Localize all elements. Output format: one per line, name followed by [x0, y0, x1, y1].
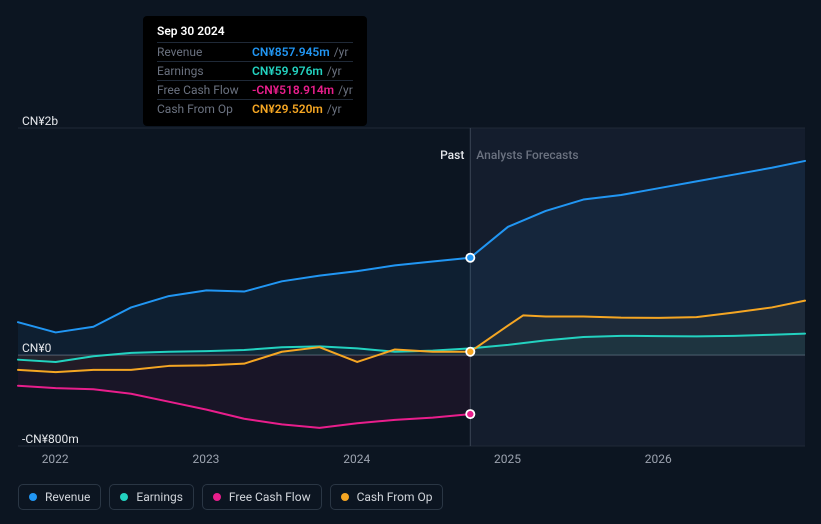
chart-container: CN¥2b CN¥0 -CN¥800m 2022 2023 2024 2025 2026 P… [0, 0, 821, 524]
legend-item-revenue[interactable]: Revenue [18, 484, 101, 510]
legend-label: Free Cash Flow [229, 490, 311, 504]
tooltip-row-value: CN¥29.520m [252, 102, 323, 116]
legend-dot [213, 493, 221, 501]
tooltip-row-unit: /yr [327, 102, 342, 116]
y-axis-tick-label: CN¥0 [22, 341, 51, 355]
x-axis-tick-label: 2025 [494, 452, 521, 466]
tooltip-row-label: Free Cash Flow [157, 83, 252, 97]
tooltip-row: RevenueCN¥857.945m/yr [157, 42, 353, 61]
legend-item-free_cash_flow[interactable]: Free Cash Flow [202, 484, 322, 510]
x-axis-tick-label: 2022 [42, 452, 69, 466]
tooltip: Sep 30 2024 RevenueCN¥857.945m/yrEarning… [143, 16, 367, 126]
cash_from_op-marker-dot [467, 349, 473, 355]
tooltip-title: Sep 30 2024 [157, 24, 353, 38]
legend-label: Cash From Op [357, 490, 433, 504]
tooltip-row-value: CN¥857.945m [252, 45, 330, 59]
forecast-label: Analysts Forecasts [476, 148, 578, 162]
tooltip-row-unit: /yr [338, 83, 353, 97]
tooltip-row: Cash From OpCN¥29.520m/yr [157, 99, 353, 118]
legend: Revenue Earnings Free Cash Flow Cash From O… [18, 484, 443, 510]
legend-label: Earnings [136, 490, 183, 504]
revenue-marker-dot [467, 254, 473, 260]
x-axis-tick-label: 2026 [645, 452, 672, 466]
y-axis-tick-label: -CN¥800m [22, 432, 79, 446]
past-label: Past [440, 148, 464, 162]
tooltip-row: EarningsCN¥59.976m/yr [157, 61, 353, 80]
free_cash_flow-marker-dot [467, 411, 473, 417]
x-axis-tick-label: 2023 [192, 452, 219, 466]
tooltip-row-label: Cash From Op [157, 102, 252, 116]
tooltip-row-value: CN¥59.976m [252, 64, 323, 78]
legend-item-earnings[interactable]: Earnings [109, 484, 194, 510]
legend-dot [341, 493, 349, 501]
legend-dot [29, 493, 37, 501]
tooltip-row-value: -CN¥518.914m [252, 83, 334, 97]
tooltip-row-unit: /yr [327, 64, 342, 78]
x-axis-tick-label: 2024 [343, 452, 370, 466]
tooltip-row-unit: /yr [334, 45, 349, 59]
legend-dot [120, 493, 128, 501]
legend-label: Revenue [45, 490, 90, 504]
legend-item-cash_from_op[interactable]: Cash From Op [330, 484, 444, 510]
tooltip-row: Free Cash Flow-CN¥518.914m/yr [157, 80, 353, 99]
tooltip-row-label: Revenue [157, 45, 252, 59]
y-axis-tick-label: CN¥2b [22, 114, 58, 128]
chart-svg[interactable] [0, 0, 821, 524]
tooltip-row-label: Earnings [157, 64, 252, 78]
